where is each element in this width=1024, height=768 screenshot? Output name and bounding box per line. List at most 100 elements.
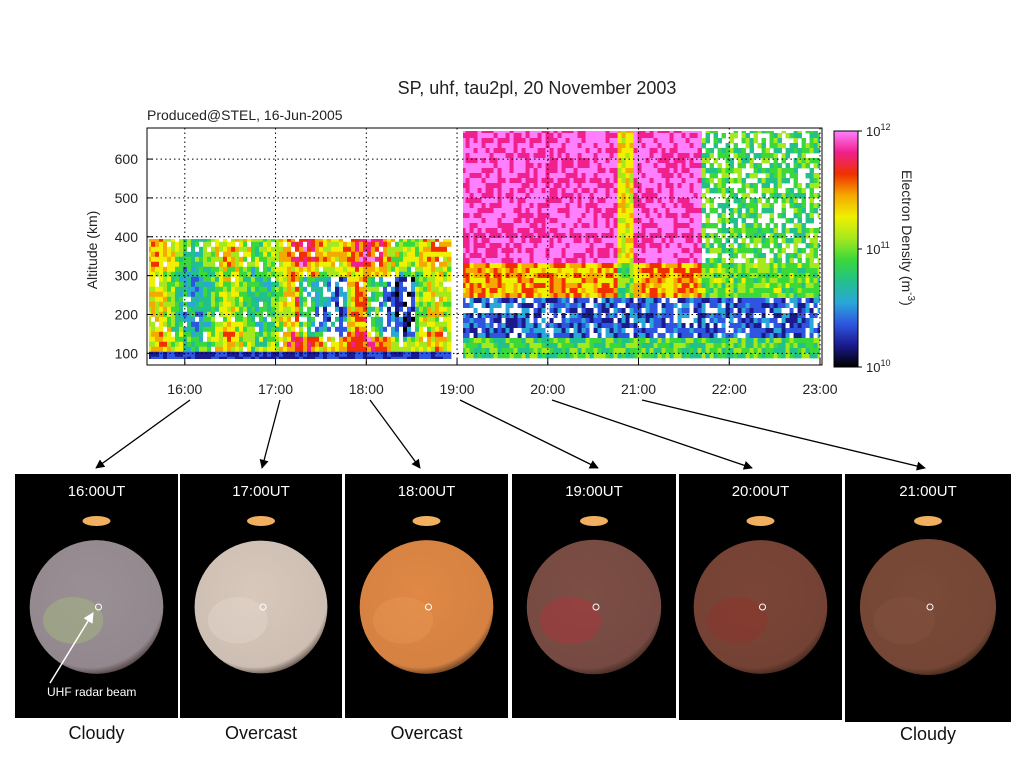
heatmap-cell <box>355 261 360 268</box>
heatmap-cell <box>665 208 670 214</box>
heatmap-cell <box>513 318 518 324</box>
heatmap-cell <box>525 253 530 259</box>
heatmap-cell <box>509 163 514 169</box>
heatmap-cell <box>311 356 316 359</box>
heatmap-cell <box>565 253 570 259</box>
heatmap-cell <box>669 238 674 244</box>
heatmap-cell <box>151 301 156 308</box>
heatmap-cell <box>485 153 490 159</box>
heatmap-cell <box>155 336 160 343</box>
heatmap-cell <box>375 356 380 359</box>
heatmap-cell <box>661 298 666 304</box>
heatmap-cell <box>275 261 280 268</box>
heatmap-cell <box>149 291 152 298</box>
heatmap-cell <box>681 193 686 199</box>
heatmap-cell <box>605 228 610 234</box>
heatmap-cell <box>669 228 674 234</box>
heatmap-cell <box>617 203 622 209</box>
heatmap-cell <box>439 341 444 348</box>
heatmap-cell <box>605 163 610 169</box>
heatmap-cell <box>203 321 208 328</box>
heatmap-cell <box>609 288 614 294</box>
heatmap-cell <box>375 331 380 338</box>
heatmap-cell <box>577 253 582 259</box>
heatmap-cell <box>355 316 360 323</box>
heatmap-cell <box>585 318 590 324</box>
heatmap-cell <box>605 278 610 284</box>
heatmap-cell <box>645 283 650 289</box>
heatmap-cell <box>239 351 244 358</box>
heatmap-cell <box>465 313 470 319</box>
heatmap-cell <box>395 251 400 258</box>
heatmap-cell <box>721 298 726 304</box>
heatmap-cell <box>737 158 742 164</box>
heatmap-cell <box>379 291 384 298</box>
heatmap-cell <box>287 306 292 313</box>
heatmap-cell <box>251 251 256 258</box>
heatmap-cell <box>685 278 690 284</box>
heatmap-cell <box>585 183 590 189</box>
heatmap-cell <box>605 283 610 289</box>
heatmap-cell <box>235 306 240 313</box>
heatmap-cell <box>629 298 634 304</box>
heatmap-cell <box>681 313 686 319</box>
heatmap-cell <box>469 298 474 304</box>
heatmap-cell <box>585 328 590 334</box>
heatmap-cell <box>359 321 364 328</box>
heatmap-cell <box>525 338 530 344</box>
heatmap-cell <box>661 198 666 204</box>
heatmap-cell <box>709 343 714 349</box>
heatmap-cell <box>597 298 602 304</box>
heatmap-cell <box>399 266 404 273</box>
heatmap-cell <box>657 238 662 244</box>
heatmap-cell <box>399 261 404 268</box>
heatmap-cell <box>629 163 634 169</box>
heatmap-cell <box>247 316 252 323</box>
heatmap-cell <box>549 288 554 294</box>
heatmap-cell <box>665 173 670 179</box>
heatmap-cell <box>689 328 694 334</box>
heatmap-cell <box>533 298 538 304</box>
heatmap-cell <box>613 313 618 319</box>
heatmap-cell <box>725 178 730 184</box>
heatmap-cell <box>513 198 518 204</box>
heatmap-cell <box>701 328 706 334</box>
heatmap-cell <box>605 288 610 294</box>
heatmap-cell <box>493 293 498 299</box>
heatmap-cell <box>633 248 638 254</box>
heatmap-cell <box>653 208 658 214</box>
heatmap-cell <box>513 203 518 209</box>
heatmap-cell <box>199 281 204 288</box>
heatmap-cell <box>295 331 300 338</box>
heatmap-cell <box>477 163 482 169</box>
heatmap-cell <box>713 338 718 344</box>
heatmap-cell <box>247 251 252 258</box>
heatmap-cell <box>155 291 160 298</box>
heatmap-cell <box>473 228 478 234</box>
heatmap-cell <box>593 178 598 184</box>
heatmap-cell <box>717 138 722 144</box>
heatmap-cell <box>669 138 674 144</box>
heatmap-cell <box>529 318 534 324</box>
heatmap-cell <box>175 326 180 333</box>
heatmap-cell <box>629 258 634 264</box>
heatmap-cell <box>187 256 192 263</box>
heatmap-cell <box>311 241 316 248</box>
heatmap-cell <box>279 261 284 268</box>
heatmap-cell <box>593 278 598 284</box>
heatmap-cell <box>283 321 288 328</box>
heatmap-cell <box>605 131 610 134</box>
heatmap-cell <box>167 291 172 298</box>
heatmap-cell <box>581 131 586 134</box>
heatmap-cell <box>689 138 694 144</box>
heatmap-cell <box>553 233 558 239</box>
heatmap-cell <box>517 353 522 359</box>
heatmap-cell <box>509 228 514 234</box>
heatmap-cell <box>729 248 734 254</box>
heatmap-cell <box>191 271 196 278</box>
heatmap-cell <box>275 311 280 318</box>
heatmap-cell <box>573 183 578 189</box>
heatmap-cell <box>239 321 244 328</box>
heatmap-cell <box>681 208 686 214</box>
heatmap-cell <box>175 281 180 288</box>
